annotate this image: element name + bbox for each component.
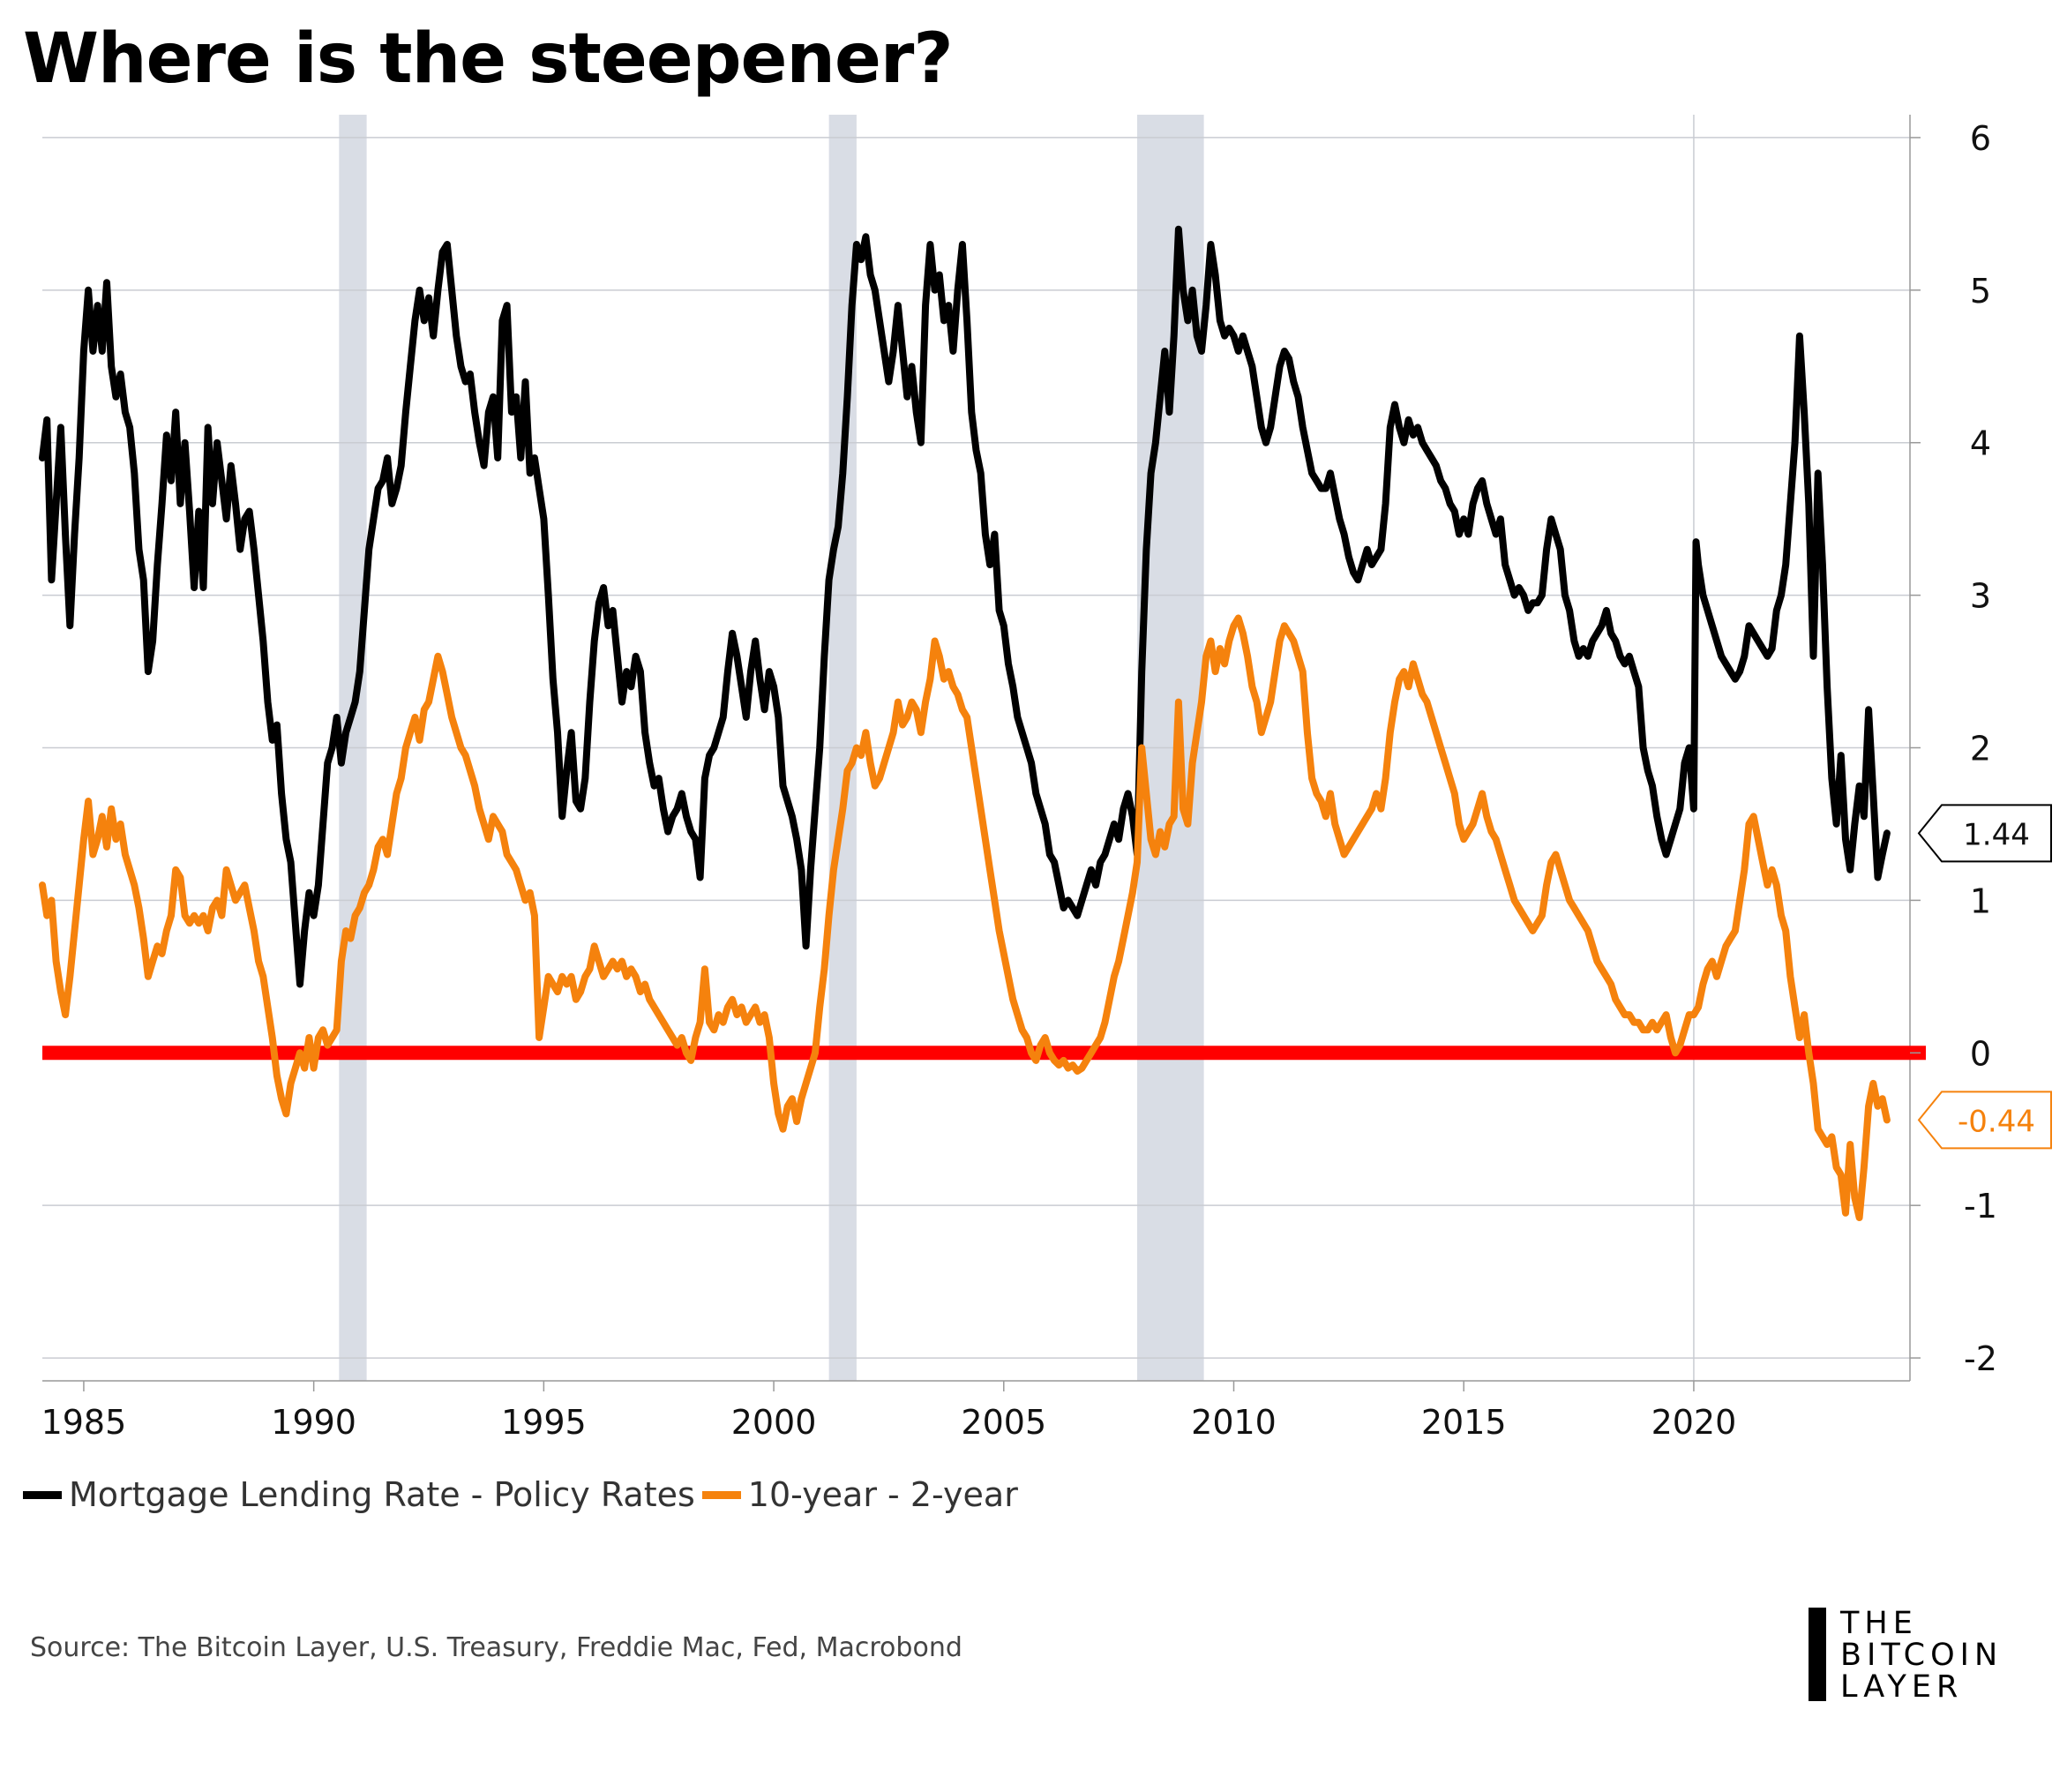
legend: Mortgage Lending Rate - Policy Rates 10-… bbox=[23, 1475, 1025, 1514]
series-line-0 bbox=[39, 225, 1891, 988]
y-tick-label-4: 2 bbox=[1970, 730, 1991, 769]
y-tick-label-0: -2 bbox=[1964, 1339, 1997, 1378]
gridlines bbox=[42, 115, 1910, 1381]
x-tick-label-4: 2005 bbox=[961, 1403, 1046, 1442]
legend-swatch-spread bbox=[701, 1490, 741, 1499]
legend-item-mortgage: Mortgage Lending Rate - Policy Rates bbox=[23, 1475, 695, 1514]
last-value-box-1 bbox=[1917, 1091, 2052, 1150]
legend-label-mortgage: Mortgage Lending Rate - Policy Rates bbox=[69, 1475, 695, 1514]
x-tick-label-1: 1990 bbox=[271, 1403, 356, 1442]
legend-swatch-mortgage bbox=[23, 1490, 62, 1499]
y-tick-label-2: 0 bbox=[1970, 1034, 1991, 1073]
x-tick-label-5: 2010 bbox=[1191, 1403, 1277, 1442]
y-tick-label-7: 5 bbox=[1970, 272, 1991, 311]
y-tick-label-3: 1 bbox=[1970, 881, 1991, 920]
chart-title: Where is the steepener? bbox=[23, 19, 954, 99]
source-note: Source: The Bitcoin Layer, U.S. Treasury… bbox=[30, 1632, 962, 1663]
value-labels: 1.44 -0.44 bbox=[1917, 804, 2052, 1150]
y-tick-label-1: -1 bbox=[1964, 1187, 1997, 1226]
logo-line-3: LAYER bbox=[1840, 1669, 1964, 1705]
last-value-label-0: 1.44 bbox=[1963, 817, 2030, 852]
y-tick-label-6: 4 bbox=[1970, 424, 1991, 463]
last-value-label-1: -0.44 bbox=[1958, 1104, 2035, 1139]
logo-line-2: BITCOIN bbox=[1840, 1638, 2003, 1673]
y-tick-label-5: 3 bbox=[1970, 577, 1991, 616]
last-value-box-0 bbox=[1917, 804, 2052, 863]
logo-bar bbox=[1809, 1608, 1826, 1701]
series-line-1 bbox=[39, 614, 1891, 1221]
legend-label-spread: 10-year - 2-year bbox=[747, 1475, 1018, 1514]
logo-line-1: THE bbox=[1840, 1606, 1918, 1641]
y-tick-label-8: 6 bbox=[1970, 119, 1991, 158]
x-tick-label-3: 2000 bbox=[731, 1403, 817, 1442]
x-tick-label-6: 2015 bbox=[1421, 1403, 1507, 1442]
x-tick-label-7: 2020 bbox=[1651, 1403, 1737, 1442]
legend-item-spread: 10-year - 2-year bbox=[701, 1475, 1018, 1514]
x-tick-label-2: 1995 bbox=[501, 1403, 587, 1442]
x-tick-label-0: 1985 bbox=[41, 1403, 127, 1442]
series-lines bbox=[39, 225, 1926, 1221]
bitcoin-layer-logo: THE BITCOIN LAYER bbox=[1809, 1608, 2056, 1705]
tick-labels: -2 -1 0 1 2 3 4 5 6 1985 1990 1995 2000 2005 2010 2015 2… bbox=[41, 119, 1997, 1442]
